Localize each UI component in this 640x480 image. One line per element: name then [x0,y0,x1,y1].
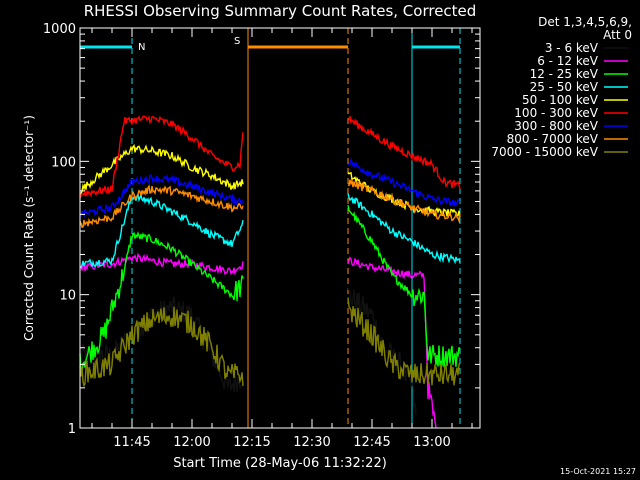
legend-header-line-1: Det 1,3,4,5,6,9, [538,15,632,29]
y-tick-label-1: 1 [68,422,76,437]
x-tick-label-12-45: 12:45 [353,435,390,450]
x-tick-label-12-30: 12:30 [293,435,330,450]
x-tick-label-12-00: 12:00 [173,435,210,450]
x-axis-label: Start Time (28-May-06 11:32:22) [173,456,387,471]
y-tick-label-10: 10 [59,289,76,304]
series-line-7000-15000-kev [79,297,461,388]
x-tick-label-11-45: 11:45 [113,435,150,450]
series-line-800-7000-kev [79,178,461,228]
footer-date: 15-Oct-2021 15:27 [560,467,636,476]
y-tick-label-100: 100 [51,155,76,170]
series-line-300-800-kev [79,157,461,219]
x-tick-label-13-00: 13:00 [413,435,450,450]
legend-label-7000-15000-kev: 7000 - 15000 keV [491,145,598,159]
marker-label-s: S [234,36,240,47]
y-axis: 1 10 100 1000 [43,22,480,437]
legend-label-3-6-kev: 3 - 6 keV [545,41,599,55]
series-lines [79,115,461,429]
chart-title: RHESSI Observing Summary Count Rates, Co… [84,2,477,20]
legend-label-6-12-kev: 6 - 12 keV [537,54,599,68]
legend-label-12-25-kev: 12 - 25 keV [530,67,599,81]
x-tick-label-12-15: 12:15 [233,435,270,450]
marker-label-n: N [138,42,145,53]
x-axis: 11:45 12:00 12:15 12:30 12:45 13:00 [91,28,473,450]
legend-label-100-300-kev: 100 - 300 keV [514,106,598,120]
legend-label-800-7000-kev: 800 - 7000 keV [507,132,599,146]
legend-label-50-100-kev: 50 - 100 keV [522,93,599,107]
legend-label-25-50-kev: 25 - 50 keV [530,80,599,94]
series-line-12-25-kev [79,205,461,375]
y-axis-label: Corrected Count Rate (s⁻¹ detector⁻¹) [22,115,36,341]
y-tick-label-1000: 1000 [43,22,76,37]
legend-label-300-800-kev: 300 - 800 keV [514,119,598,133]
series-line-100-300-kev [79,115,461,199]
series-line-25-50-kev [79,191,461,269]
legend-header-line-2: Att 0 [603,28,632,42]
plot-frame [79,27,481,429]
